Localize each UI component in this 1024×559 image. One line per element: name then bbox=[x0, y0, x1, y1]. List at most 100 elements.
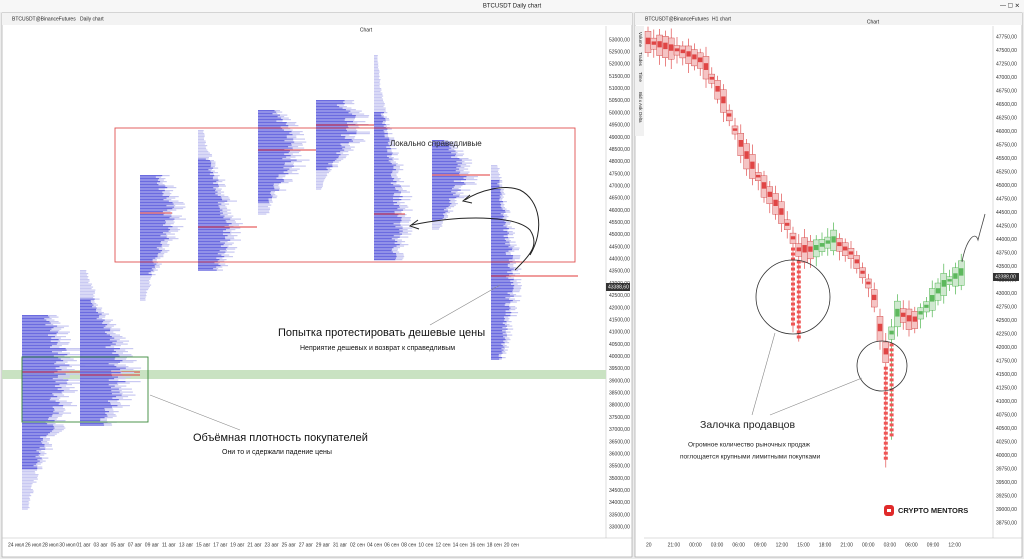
profile-row-core bbox=[80, 396, 117, 398]
profile-row bbox=[316, 175, 328, 177]
profile-row-core bbox=[258, 123, 286, 125]
tail-cell bbox=[883, 451, 888, 455]
profile-row-core bbox=[491, 255, 514, 257]
pointer-line bbox=[429, 284, 501, 326]
profile-row-core bbox=[22, 394, 54, 396]
profile-row-core bbox=[22, 360, 64, 362]
highlight-circle bbox=[856, 340, 908, 392]
left-timeframe[interactable]: Daily chart bbox=[80, 16, 104, 22]
window-controls[interactable]: — ☐ ✕ bbox=[1000, 3, 1020, 10]
profile-row-core bbox=[198, 242, 225, 244]
profile-row-core bbox=[198, 206, 220, 208]
profile-row-core bbox=[258, 162, 285, 164]
profile-row-core bbox=[316, 161, 334, 163]
profile-row-core bbox=[22, 330, 51, 332]
profile-row-core bbox=[491, 265, 508, 267]
profile-row-core bbox=[22, 381, 56, 383]
profile-row-core bbox=[316, 152, 337, 154]
profile-row-core bbox=[374, 212, 395, 214]
profile-row-core bbox=[80, 352, 113, 354]
profile-row-core bbox=[80, 336, 112, 338]
profile-row-core bbox=[22, 453, 41, 455]
profile-row bbox=[374, 77, 379, 79]
candle-core bbox=[912, 316, 917, 322]
profile-row-core bbox=[258, 150, 290, 152]
tail-cell bbox=[791, 312, 795, 316]
candle-core bbox=[761, 182, 767, 189]
profile-row-core bbox=[198, 253, 218, 255]
date-label: 14 сен bbox=[453, 542, 468, 548]
profile-row bbox=[80, 283, 93, 285]
profile-row-core bbox=[374, 184, 394, 186]
profile-row-core bbox=[258, 174, 279, 176]
profile-row-core bbox=[432, 218, 443, 220]
profile-row-core bbox=[140, 226, 173, 228]
tail-cell bbox=[791, 317, 795, 321]
candle-core bbox=[831, 236, 836, 243]
profile-row-core bbox=[432, 204, 450, 206]
profile-row-core bbox=[432, 216, 444, 218]
profile-row-core bbox=[258, 173, 289, 175]
profile-row-core bbox=[198, 176, 213, 178]
profile-row-core bbox=[491, 225, 504, 227]
profile-row-core bbox=[22, 348, 66, 350]
profile-row-core bbox=[80, 363, 109, 365]
profile-row bbox=[140, 299, 146, 301]
profile-row-core bbox=[258, 141, 295, 143]
price-label: 43000,00 bbox=[609, 281, 630, 287]
profile-row-core bbox=[491, 340, 504, 342]
profile-row-core bbox=[374, 140, 390, 142]
profile-row-core bbox=[374, 134, 385, 136]
time-label: 09:00 bbox=[754, 542, 767, 548]
profile-row-core bbox=[80, 310, 97, 312]
profile-row-core bbox=[140, 235, 161, 237]
profile-row-core bbox=[258, 189, 280, 191]
price-label: 41500,00 bbox=[609, 317, 630, 323]
right-timeframe[interactable]: H1 chart bbox=[712, 16, 732, 22]
profile-row-core bbox=[22, 400, 56, 402]
profile-row-core bbox=[22, 318, 45, 320]
profile-row-core bbox=[198, 227, 230, 229]
tail-cell bbox=[796, 285, 801, 289]
price-label: 41250,00 bbox=[996, 385, 1017, 391]
profile-row-core bbox=[140, 203, 174, 205]
profile-row-core bbox=[22, 459, 38, 461]
profile-row-core bbox=[374, 172, 393, 174]
profile-row-core bbox=[258, 177, 277, 179]
profile-row-core bbox=[432, 141, 450, 143]
profile-row-core bbox=[198, 197, 222, 199]
profile-row-core bbox=[140, 268, 152, 270]
price-label: 38750,00 bbox=[996, 520, 1017, 526]
candle-core bbox=[727, 113, 732, 117]
tail-cell bbox=[791, 307, 795, 311]
profile-row-core bbox=[80, 414, 107, 416]
date-label: 02 сен bbox=[350, 542, 365, 548]
profile-row-core bbox=[22, 351, 53, 353]
profile-row-core bbox=[374, 130, 384, 132]
profile-row bbox=[140, 286, 150, 288]
profile-row-core bbox=[80, 402, 111, 404]
profile-row-core bbox=[80, 312, 99, 314]
profile-row-core bbox=[374, 242, 395, 244]
profile-row-core bbox=[491, 303, 506, 305]
profile-row-core bbox=[258, 176, 279, 178]
profile-row bbox=[316, 178, 326, 180]
profile-row-core bbox=[22, 345, 52, 347]
profile-row-core bbox=[22, 324, 46, 326]
right-symbol[interactable]: BTCUSDT@BinanceFutures bbox=[645, 16, 709, 22]
profile-row-core bbox=[140, 271, 151, 273]
profile-row-core bbox=[316, 109, 346, 111]
profile-row bbox=[22, 498, 30, 500]
date-label: 12 сен bbox=[436, 542, 451, 548]
left-symbol[interactable]: BTCUSDT@BinanceFutures bbox=[12, 16, 76, 22]
profile-row-core bbox=[22, 342, 58, 344]
profile-row-core bbox=[258, 120, 277, 122]
profile-row bbox=[432, 221, 443, 223]
tail-cell bbox=[796, 275, 801, 279]
profile-row-core bbox=[80, 349, 114, 351]
profile-row-core bbox=[491, 285, 515, 287]
profile-row-core bbox=[374, 257, 397, 259]
profile-row bbox=[491, 165, 498, 167]
profile-row-core bbox=[374, 142, 388, 144]
profile-row-core bbox=[432, 195, 460, 197]
